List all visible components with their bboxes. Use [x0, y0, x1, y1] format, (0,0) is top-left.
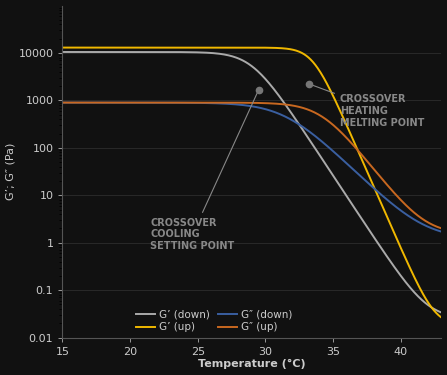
Text: CROSSOVER
COOLING
SETTING POINT: CROSSOVER COOLING SETTING POINT [150, 92, 257, 251]
X-axis label: Temperature (°C): Temperature (°C) [198, 359, 306, 369]
Y-axis label: G’; G″ (Pa): G’; G″ (Pa) [5, 143, 16, 200]
Text: CROSSOVER
HEATING
MELTING POINT: CROSSOVER HEATING MELTING POINT [312, 85, 424, 128]
Legend: G’ (down), G’ (up), G″ (down), G″ (up): G’ (down), G’ (up), G″ (down), G″ (up) [136, 309, 292, 332]
